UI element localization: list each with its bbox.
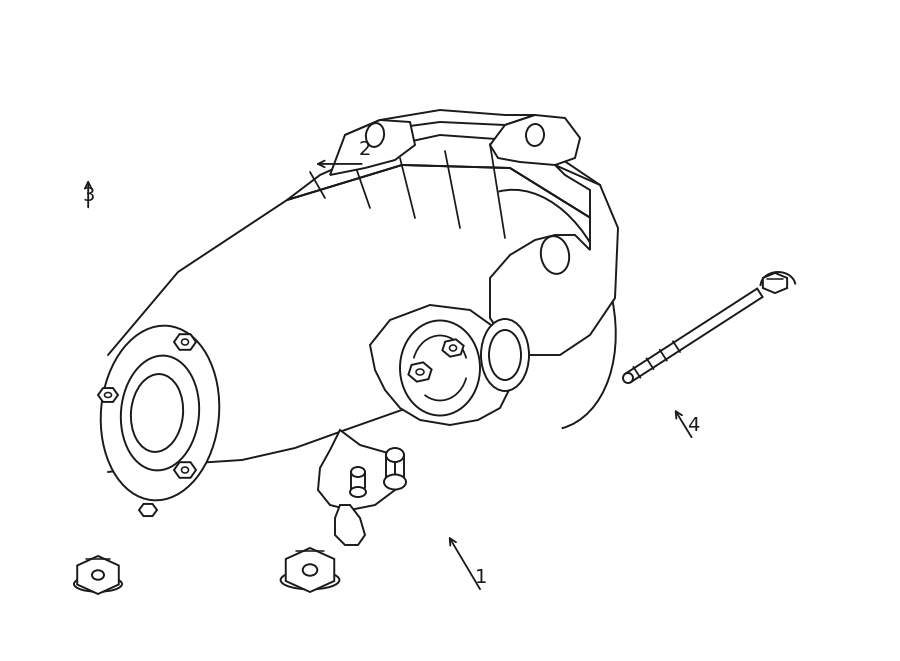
Text: 4: 4 bbox=[687, 416, 699, 434]
Polygon shape bbox=[318, 430, 395, 510]
Ellipse shape bbox=[101, 326, 220, 500]
Ellipse shape bbox=[281, 570, 339, 590]
Ellipse shape bbox=[416, 369, 424, 375]
Ellipse shape bbox=[489, 330, 521, 380]
Ellipse shape bbox=[386, 448, 404, 462]
Ellipse shape bbox=[526, 124, 544, 146]
Polygon shape bbox=[174, 462, 196, 478]
Ellipse shape bbox=[92, 570, 104, 580]
Ellipse shape bbox=[74, 576, 122, 592]
Polygon shape bbox=[763, 273, 788, 293]
Ellipse shape bbox=[481, 319, 529, 391]
Ellipse shape bbox=[541, 236, 569, 274]
Ellipse shape bbox=[104, 393, 112, 397]
Polygon shape bbox=[139, 504, 157, 516]
Ellipse shape bbox=[384, 475, 406, 490]
Ellipse shape bbox=[623, 373, 633, 383]
Polygon shape bbox=[490, 115, 580, 165]
Polygon shape bbox=[174, 334, 196, 350]
Ellipse shape bbox=[182, 339, 188, 345]
Text: 1: 1 bbox=[475, 568, 488, 586]
Ellipse shape bbox=[121, 356, 199, 471]
Polygon shape bbox=[409, 362, 432, 381]
Polygon shape bbox=[370, 305, 510, 425]
Polygon shape bbox=[77, 556, 119, 594]
Ellipse shape bbox=[351, 467, 365, 477]
Text: 2: 2 bbox=[358, 140, 371, 159]
Ellipse shape bbox=[350, 487, 366, 497]
Polygon shape bbox=[98, 388, 118, 402]
Polygon shape bbox=[626, 289, 762, 382]
Polygon shape bbox=[338, 110, 535, 173]
Ellipse shape bbox=[400, 321, 480, 416]
Text: 3: 3 bbox=[82, 186, 94, 205]
Ellipse shape bbox=[302, 564, 318, 576]
Ellipse shape bbox=[366, 123, 384, 147]
Polygon shape bbox=[330, 120, 415, 175]
Polygon shape bbox=[108, 160, 610, 460]
Polygon shape bbox=[335, 505, 365, 545]
Ellipse shape bbox=[130, 374, 183, 452]
Ellipse shape bbox=[449, 345, 456, 351]
Polygon shape bbox=[286, 548, 334, 592]
Ellipse shape bbox=[182, 467, 188, 473]
Polygon shape bbox=[443, 339, 464, 357]
Polygon shape bbox=[287, 135, 610, 230]
Polygon shape bbox=[490, 165, 618, 355]
